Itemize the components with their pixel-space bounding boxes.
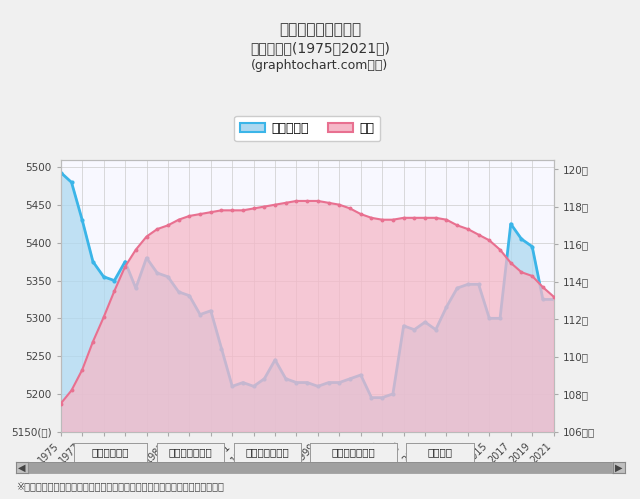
Text: 人口を非表示: 人口を非表示: [92, 448, 129, 458]
Text: ▶: ▶: [615, 463, 623, 473]
Text: 推移グラフ(1975～2021年): 推移グラフ(1975～2021年): [250, 41, 390, 55]
Text: 完全停止: 完全停止: [428, 448, 452, 458]
Text: 石川県の消防団員数: 石川県の消防団員数: [279, 22, 361, 37]
Text: ※石川県の人口データは、国勢調査・住民基本台帳人口（総数）を元に作成。: ※石川県の人口データは、国勢調査・住民基本台帳人口（総数）を元に作成。: [16, 481, 224, 491]
Legend: 消防団員数, 人口: 消防団員数, 人口: [234, 116, 380, 141]
Text: ◀: ◀: [18, 463, 26, 473]
Text: スピードダウン: スピードダウン: [168, 448, 212, 458]
Text: 一時停止ボタン: 一時停止ボタン: [332, 448, 376, 458]
Text: (graphtochart.com作成): (graphtochart.com作成): [252, 59, 388, 72]
Text: スピードアップ: スピードアップ: [245, 448, 289, 458]
